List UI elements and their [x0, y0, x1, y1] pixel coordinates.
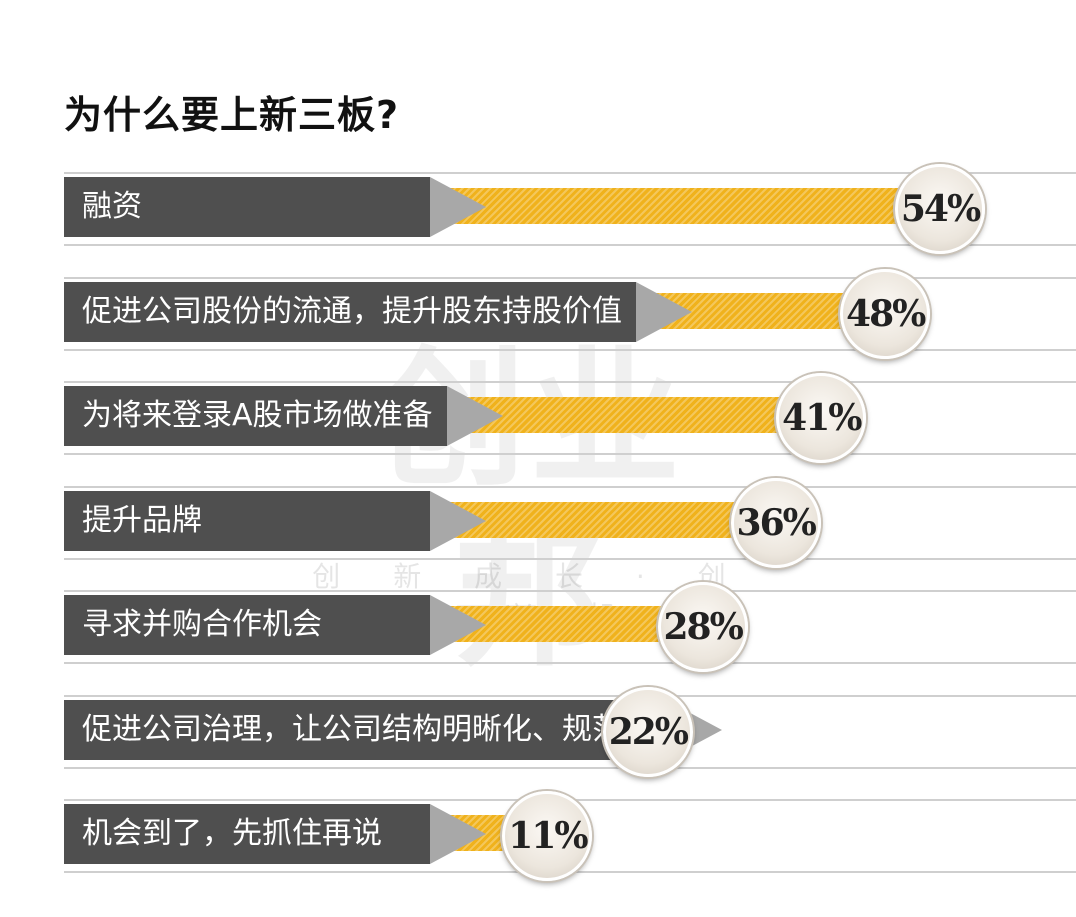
- row-rule: [64, 381, 1076, 383]
- category-label: 为将来登录A股市场做准备: [64, 386, 447, 446]
- percent-badge: 48%: [840, 269, 931, 359]
- bar-row: 机会到了，先抓住再说 11%: [0, 791, 1076, 881]
- percent-badge: 54%: [895, 164, 986, 254]
- row-rule: [64, 349, 1076, 351]
- arrow-icon: [430, 595, 486, 655]
- bar-row: 寻求并购合作机会 28%: [0, 582, 1076, 672]
- row-rule: [64, 244, 1076, 246]
- percent-badge: 36%: [730, 478, 821, 568]
- arrow-icon: [430, 491, 486, 551]
- row-rule: [64, 590, 1076, 592]
- percent-badge: 11%: [502, 791, 593, 881]
- row-rule: [64, 172, 1076, 174]
- percent-badge: 28%: [657, 582, 748, 672]
- category-label: 促进公司治理，让公司结构明晰化、规范化: [64, 700, 666, 760]
- row-rule: [64, 662, 1076, 664]
- category-label: 融资: [64, 177, 430, 237]
- row-rule: [64, 277, 1076, 279]
- row-rule: [64, 486, 1076, 488]
- row-rule: [64, 767, 1076, 769]
- value-label: 28%: [663, 606, 743, 648]
- arrow-icon: [430, 804, 486, 864]
- row-rule: [64, 453, 1076, 455]
- value-label: 22%: [608, 711, 689, 753]
- value-label: 36%: [736, 502, 817, 544]
- bar-row: 促进公司治理，让公司结构明晰化、规范化 22%: [0, 687, 1076, 777]
- category-label: 寻求并购合作机会: [64, 595, 430, 655]
- category-label: 提升品牌: [64, 491, 430, 551]
- percent-badge: 22%: [602, 687, 693, 777]
- value-label: 11%: [508, 815, 588, 857]
- category-label: 机会到了，先抓住再说: [64, 804, 430, 864]
- chart-title: 为什么要上新三板?: [64, 93, 400, 137]
- value-label: 48%: [846, 293, 926, 335]
- category-label: 促进公司股份的流通，提升股东持股价值: [64, 282, 636, 342]
- bar: [440, 188, 934, 224]
- arrow-icon: [636, 282, 692, 342]
- value-label: 54%: [900, 188, 981, 230]
- bar: [440, 397, 815, 433]
- bar-row: 促进公司股份的流通，提升股东持股价值 48%: [0, 269, 1076, 359]
- bar: [440, 502, 769, 538]
- bar-row: 为将来登录A股市场做准备 41%: [0, 373, 1076, 463]
- bar-row: 融资 54%: [0, 164, 1076, 254]
- arrow-icon: [430, 177, 486, 237]
- bar-row: 提升品牌 36%: [0, 478, 1076, 568]
- value-label: 41%: [782, 397, 862, 439]
- percent-badge: 41%: [776, 373, 867, 463]
- arrow-icon: [447, 386, 503, 446]
- row-rule: [64, 558, 1076, 560]
- row-rule: [64, 695, 1076, 697]
